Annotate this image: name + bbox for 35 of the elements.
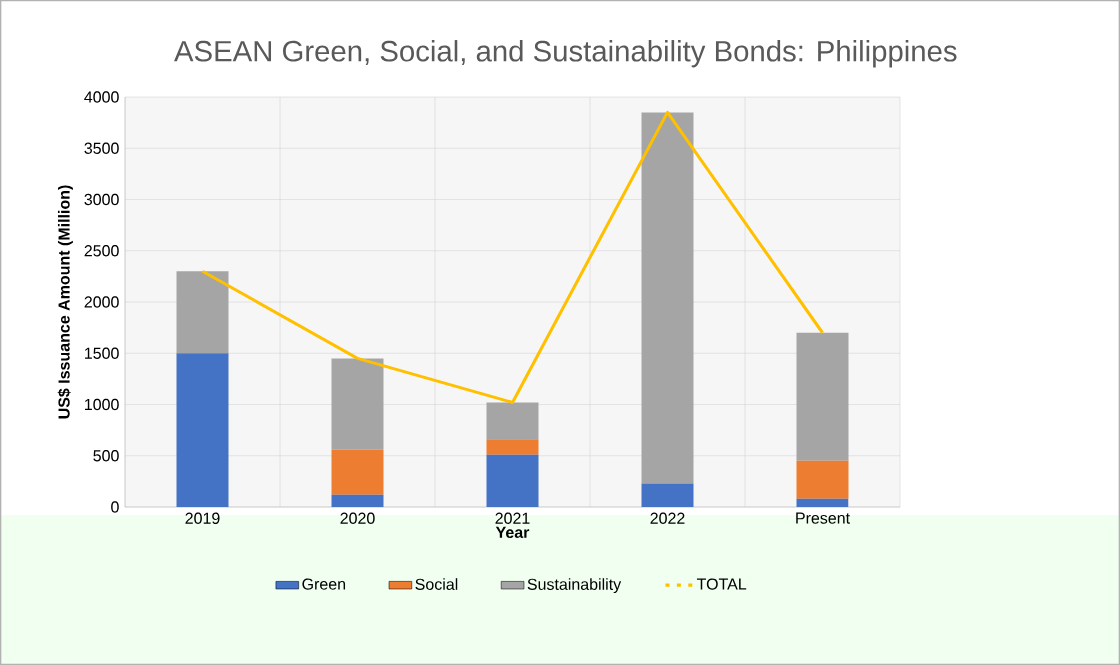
x-tick-label: 2019 (185, 512, 220, 524)
bar (796, 460, 849, 499)
line-series (200, 110, 825, 404)
bar (796, 498, 849, 507)
bar (176, 353, 229, 507)
x-tick-label: 2022 (650, 512, 685, 524)
bar (796, 332, 849, 461)
bar (486, 454, 539, 507)
y-tick-label: 1500 (85, 347, 119, 359)
x-tick-label: 2020 (340, 512, 375, 524)
bar (486, 402, 539, 440)
chart-title: ASEAN Green, Social, and Sustainability Bonds: Philippines (174, 40, 957, 68)
bar (331, 358, 384, 450)
bar (486, 439, 539, 455)
y-tick-label: 3500 (84, 142, 119, 154)
bar (331, 494, 384, 507)
legend-label: TOTAL (696, 578, 747, 590)
y-tick-label: 2000 (84, 296, 119, 308)
legend-label: Sustainability (527, 578, 622, 594)
y-tick-label: 0 (111, 501, 119, 513)
legend-label: Social (415, 578, 458, 590)
legend-label: Green (302, 578, 346, 590)
bar (641, 483, 694, 507)
y-axis-title: US$ Issuance Amount (Million) (57, 185, 73, 419)
y-tick-label: 500 (93, 450, 119, 462)
y-tick-label: 1000 (85, 398, 119, 411)
x-tick-label: 2021 (495, 512, 530, 524)
bar (641, 112, 694, 484)
bar (176, 271, 229, 354)
bar (331, 449, 384, 495)
x-tick-label: Present (796, 512, 850, 524)
y-tick-label: 3000 (84, 193, 119, 206)
y-tick-label: 4000 (84, 91, 119, 103)
x-axis-title: Year (495, 526, 530, 539)
y-tick-label: 2500 (84, 245, 119, 257)
